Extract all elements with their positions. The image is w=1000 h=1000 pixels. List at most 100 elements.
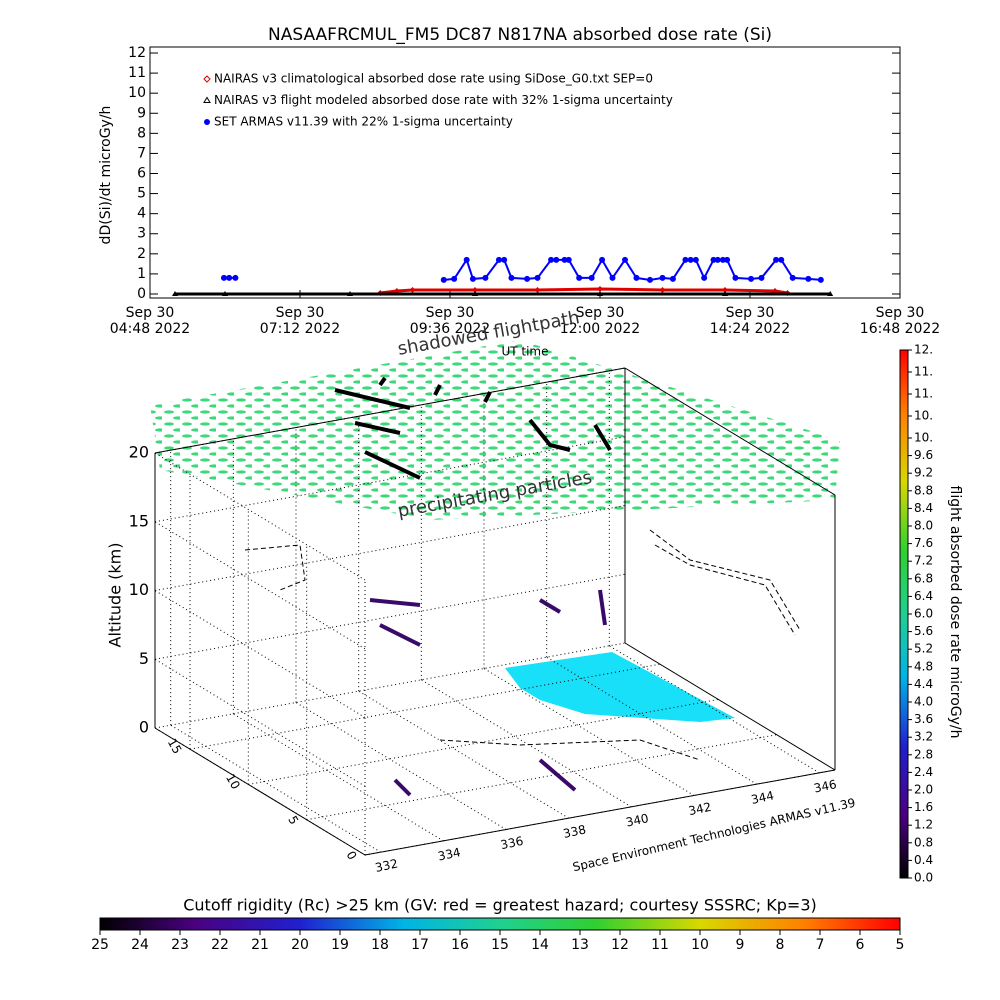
colorbar-tick-label: 4.8 [914, 659, 933, 673]
colorbar-tick-label: 6.8 [914, 571, 933, 585]
colorbar-tick-label: 11. [914, 387, 933, 401]
colorbar [899, 349, 909, 879]
flight-paths [334, 376, 612, 480]
legend-label: SET ARMAS v11.39 with 22% 1-sigma uncert… [214, 115, 513, 129]
colorbar-tick-label: 18 [371, 937, 389, 953]
colorbar-tick-label: 12. [914, 343, 933, 357]
x-tick-label: 342 [687, 800, 712, 818]
y-tick-label: 15 [165, 736, 185, 756]
point [701, 274, 708, 281]
x-tick-label: Sep 30 04:48 2022 [110, 305, 190, 337]
y-tick-label: 11 [128, 65, 146, 81]
point [561, 256, 568, 263]
point [724, 256, 731, 263]
colorbar-tick-label: 9 [736, 937, 745, 953]
colorbar-title: Cutoff rigidity (Rc) >25 km (GV: red = g… [183, 896, 817, 915]
colorbar-tick-label: 6 [856, 937, 865, 953]
y-tick-label: 0 [137, 286, 146, 302]
colorbar-tick-label: 14 [531, 937, 549, 953]
y-tick-label: 7 [137, 145, 146, 161]
grid-line [154, 727, 366, 856]
x-tick-label: 340 [625, 811, 650, 829]
z-tick-label: 5 [139, 649, 149, 668]
point [588, 274, 595, 281]
point [553, 256, 560, 263]
point [409, 286, 416, 293]
point [599, 256, 606, 263]
label-line: 07:12 2022 [260, 321, 340, 337]
colorbar-tick-label: 20 [291, 937, 309, 953]
y-tick-label: 12 [128, 45, 146, 61]
point [451, 275, 458, 282]
point [597, 290, 603, 296]
colorbar-tick-label: 10. [914, 431, 933, 445]
point [682, 256, 689, 263]
grid-line [295, 702, 507, 830]
x-tick-label: 336 [499, 834, 524, 852]
colorbar-tick-label: 21 [251, 937, 269, 953]
chart-title: NASAAFRCMUL_FM5 DC87 N817NA absorbed dos… [268, 25, 772, 45]
colorbar-tick-label: 0.0 [914, 871, 933, 885]
z-tick-label: 15 [129, 511, 149, 530]
colorbar-tick-label: 13 [571, 937, 589, 953]
colorbar-tick-label: 6.0 [914, 607, 933, 621]
point [719, 256, 726, 263]
series-line [380, 287, 788, 295]
point [714, 256, 721, 263]
point [609, 274, 616, 281]
grid-line [154, 452, 366, 581]
y-tick-label: 1 [137, 266, 146, 282]
x-tick-label: 332 [374, 856, 399, 874]
colorbar-tick-label: 24 [131, 937, 149, 953]
grid-line [483, 668, 695, 796]
axis [624, 642, 836, 771]
colorbar-tick-label: 8 [776, 937, 785, 953]
colorbar-tick-label: 8.4 [914, 501, 933, 515]
point [758, 274, 765, 281]
legend-symbol [203, 75, 211, 83]
colorbar-tick-label: 17 [411, 937, 429, 953]
point [669, 275, 676, 282]
y-tick-label: 9 [137, 105, 146, 121]
colorbar-tick-label: 3.6 [914, 712, 933, 726]
colorbar-tick-label: 11 [651, 937, 669, 953]
point [622, 256, 628, 263]
colorbar-tick-label: 0.8 [914, 835, 933, 849]
colorbar-tick-label: 10 [691, 937, 709, 953]
point [576, 274, 583, 281]
point [508, 274, 515, 281]
point [482, 274, 489, 281]
label-line: Sep 30 [876, 305, 925, 321]
y-tick-label: 10 [223, 771, 243, 791]
label-line: Sep 30 [726, 305, 775, 321]
colorbar-tick-label: 15 [491, 937, 509, 953]
colorbar-tick-label: 5.2 [914, 642, 933, 656]
point [232, 274, 239, 281]
x-tick-label: Sep 30 09:36 2022 [410, 305, 490, 337]
colorbar-label: flight absorbed dose rate microGy/h [947, 486, 963, 739]
x-tick-label: Sep 30 14:24 2022 [710, 305, 790, 337]
point [732, 274, 739, 281]
grid-line [609, 645, 820, 774]
colorbar-tick-label: 2.4 [914, 765, 933, 779]
point [722, 290, 728, 296]
y-tick-label: 2 [137, 246, 146, 262]
point [524, 275, 531, 282]
legend-symbol [204, 119, 210, 125]
x-axis-label: UT time [501, 345, 548, 359]
colorbar-tick-label: 4.4 [914, 677, 933, 691]
z-axis-label: Altitude (km) [106, 543, 125, 648]
colorbar-tick-label: 3.2 [914, 730, 933, 744]
point [534, 274, 541, 281]
colorbar-tick-label: 2.0 [914, 783, 933, 797]
point [773, 256, 780, 263]
x-tick-label: 334 [437, 845, 462, 863]
point [692, 256, 699, 263]
label-line: Sep 30 [576, 305, 625, 321]
grid-line [154, 658, 366, 787]
y-tick-label: 10 [128, 85, 146, 101]
point [393, 287, 400, 294]
grid-line [421, 679, 632, 808]
colorbar-tick-label: 1.2 [914, 818, 933, 832]
